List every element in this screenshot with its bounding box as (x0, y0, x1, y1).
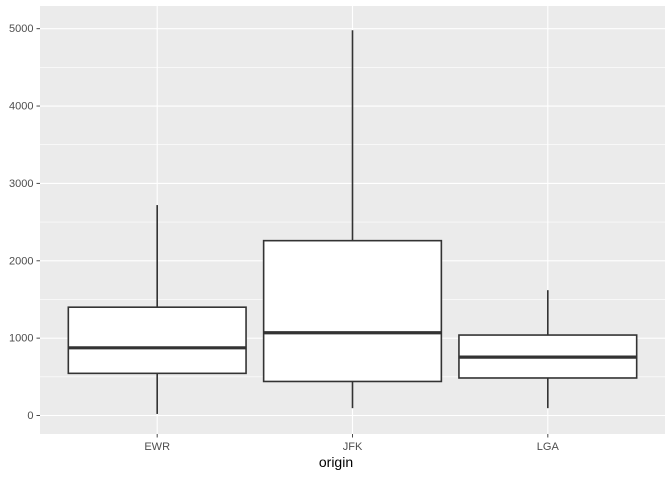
box-JFK (262, 239, 443, 383)
y-tick-label-0: 0 (27, 410, 33, 422)
y-tick-label-4000: 4000 (9, 101, 33, 113)
y-tick-label-1000: 1000 (9, 333, 33, 345)
box-EWR (67, 306, 247, 375)
x-tick-label-LGA: LGA (537, 441, 560, 453)
y-tick-label-2000: 2000 (9, 255, 33, 267)
x-axis-title: origin (318, 454, 354, 470)
y-tick-label-5000: 5000 (9, 23, 33, 35)
x-tick-label-JFK: JFK (343, 441, 363, 453)
y-tick-label-3000: 3000 (9, 178, 33, 190)
x-tick-label-EWR: EWR (144, 441, 170, 453)
